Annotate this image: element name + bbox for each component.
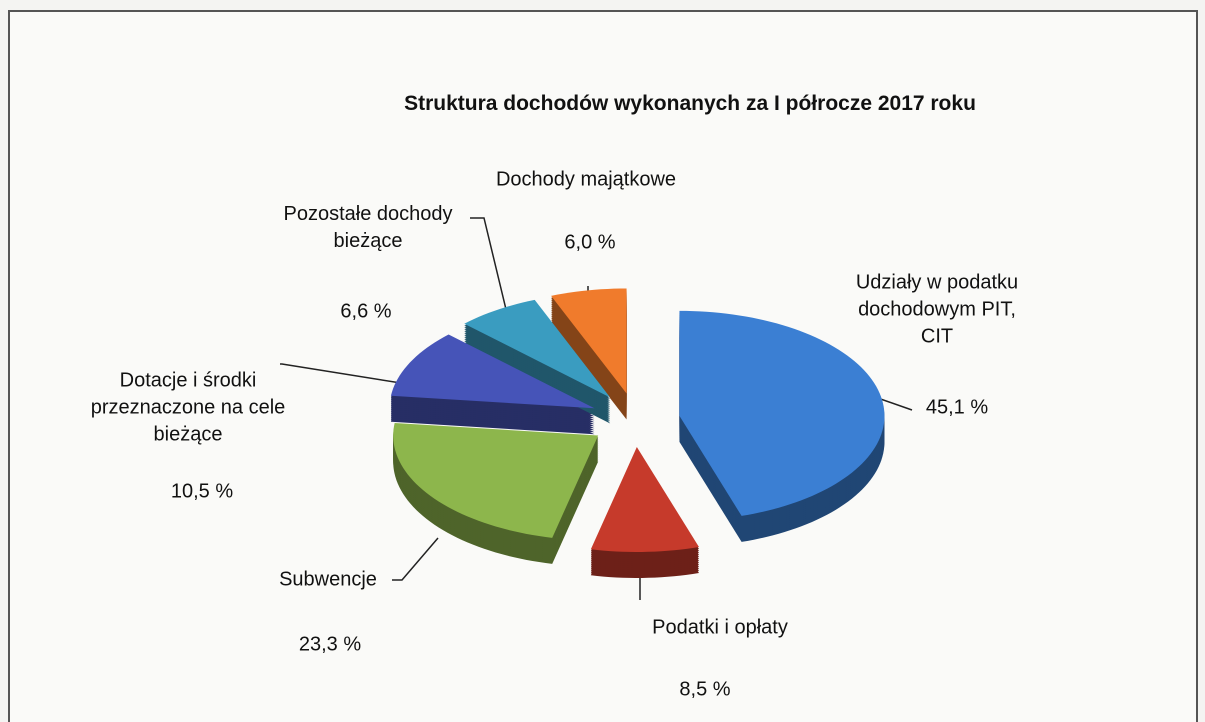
leader-line [280,363,433,389]
category-label: Udziały w podatku dochodowym PIT, CIT [855,271,1019,348]
slice [679,310,885,516]
category-label: Subwencje [279,568,377,591]
slice [590,446,699,552]
value-label: 6,0 % [564,231,616,254]
value-label: 45,1 % [925,396,989,419]
value-label: 10,5 % [170,480,234,503]
category-label: Dochody majątkowe [495,168,677,191]
chart-title: Struktura dochodów wykonanych za I półro… [404,92,976,115]
leader-lines [280,217,913,600]
value-label: 8,5 % [679,678,731,701]
value-label: 6,6 % [340,300,392,323]
leader-line [470,217,511,327]
category-label: Dotacje i środki przeznaczone na cele bi… [90,369,286,446]
slice [390,334,595,409]
category-label: Podatki i opłaty [652,616,788,639]
slice [551,288,627,394]
slice [464,299,611,398]
leader-line [392,537,439,581]
slice-tops [390,288,885,552]
slice [393,423,599,538]
value-label: 23,3 % [298,633,362,656]
category-label: Pozostałe dochody bieżące [283,203,453,252]
